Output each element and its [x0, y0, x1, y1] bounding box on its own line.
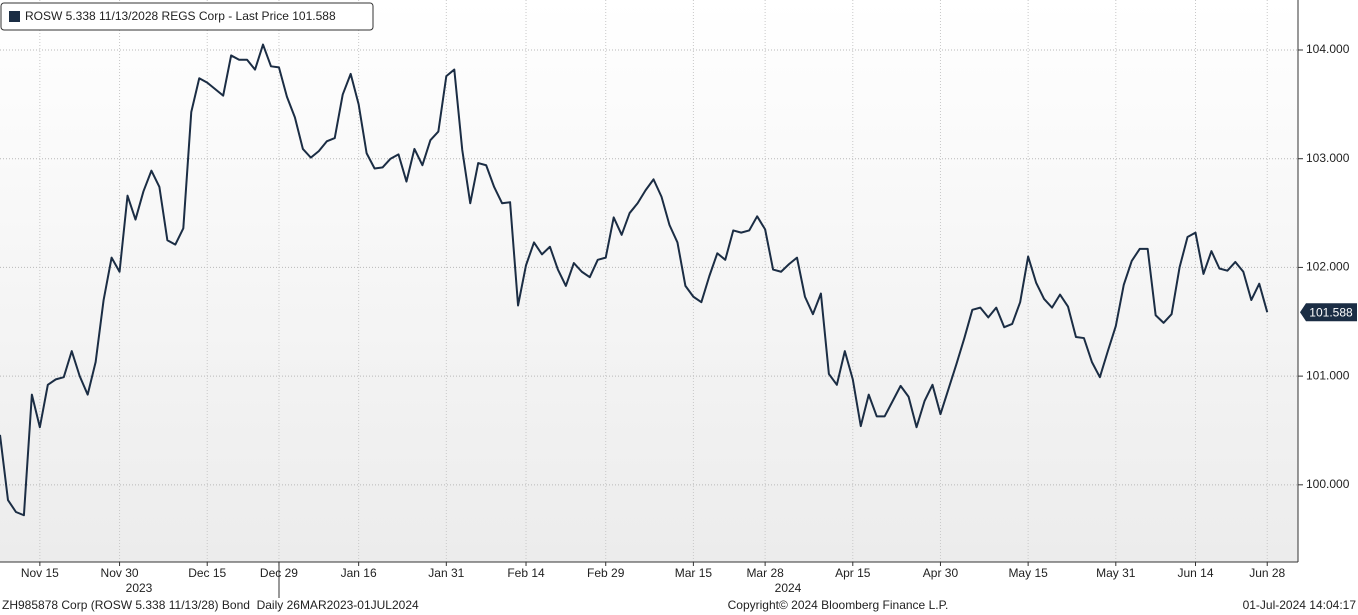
x-tick-label: Nov 15 — [21, 566, 59, 580]
x-tick-label: May 31 — [1096, 566, 1136, 580]
x-tick-label: Jan 31 — [428, 566, 464, 580]
y-tick-label: 103.000 — [1306, 151, 1350, 165]
year-label: 2023 — [126, 581, 153, 595]
price-line — [0, 43, 1269, 517]
x-tick-label: Feb 14 — [507, 566, 545, 580]
x-tick-label: Dec 15 — [188, 566, 226, 580]
last-price-box — [1300, 303, 1357, 322]
x-tick-label: Feb 29 — [587, 566, 625, 580]
x-tick-label: Jun 28 — [1249, 566, 1285, 580]
x-tick-label: Mar 28 — [746, 566, 784, 580]
year-label: 2024 — [775, 581, 802, 595]
footer-center: Copyright© 2024 Bloomberg Finance L.P. — [728, 598, 949, 612]
grid — [0, 0, 1298, 562]
legend-box — [0, 2, 374, 31]
y-tick-label: 101.000 — [1306, 368, 1350, 382]
last-price-label: 101.588 — [1309, 305, 1353, 319]
x-tick-label: Apr 30 — [923, 566, 959, 580]
y-tick-label: 100.000 — [1306, 477, 1350, 491]
footer-left: ZH985878 Corp (ROSW 5.338 11/13/28) Bond… — [2, 598, 419, 612]
x-tick-label: Jan 16 — [341, 566, 377, 580]
legend-swatch — [9, 11, 20, 22]
legend-label: ROSW 5.338 11/13/2028 REGS Corp - Last P… — [25, 9, 336, 23]
footer-right: 01-Jul-2024 14:04:17 — [1243, 598, 1357, 612]
y-tick-label: 104.000 — [1306, 42, 1350, 56]
x-tick-label: Nov 30 — [101, 566, 139, 580]
x-tick-label: May 15 — [1008, 566, 1048, 580]
legend: ROSW 5.338 11/13/2028 REGS Corp - Last P… — [0, 2, 374, 31]
plot-background — [0, 0, 1298, 562]
marks — [0, 43, 1269, 517]
x-tick-label: Mar 15 — [675, 566, 713, 580]
x-tick-label: Apr 15 — [835, 566, 871, 580]
x-tick-label: Jun 14 — [1177, 566, 1213, 580]
y-tick-label: 102.000 — [1306, 260, 1350, 274]
